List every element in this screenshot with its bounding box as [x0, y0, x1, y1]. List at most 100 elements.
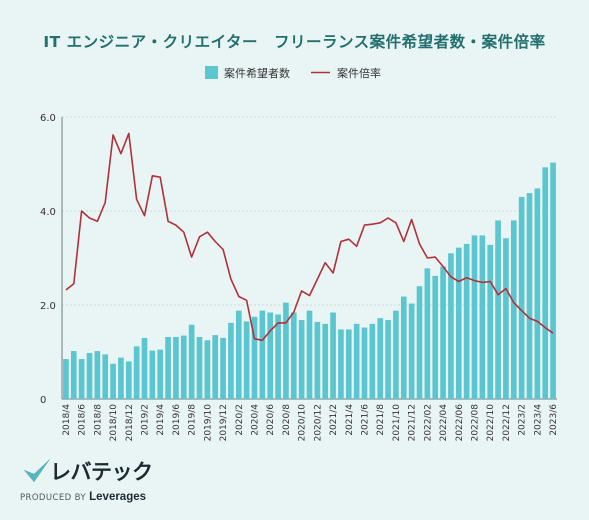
bar [298, 320, 305, 399]
bar [78, 359, 85, 399]
x-tick-label: 2020/8 [282, 404, 292, 436]
bar [118, 357, 124, 399]
bar [353, 323, 360, 399]
brand-logo-text: レバテック [50, 460, 153, 484]
bar [180, 335, 187, 399]
bar [259, 310, 266, 399]
bar [503, 238, 509, 399]
x-tick-label: 2022/04 [439, 404, 449, 442]
x-tick-label: 2019/4 [156, 404, 166, 436]
bar [479, 235, 486, 399]
bar [283, 302, 289, 399]
bar [338, 329, 344, 399]
bar [290, 312, 297, 399]
bar [518, 196, 525, 399]
y-tick-label: 2.0 [40, 301, 56, 312]
x-tick-label: 2022/12 [502, 404, 512, 441]
bar [345, 329, 352, 399]
x-tick-label: 2019/12 [219, 404, 229, 441]
x-tick-label: 2020/4 [251, 404, 261, 436]
x-tick-label: 2018/6 [78, 404, 88, 436]
bar [471, 235, 478, 399]
bar [385, 320, 391, 399]
bar [204, 340, 211, 399]
bar [440, 266, 446, 399]
bar [243, 321, 250, 399]
x-tick-label: 2021/12 [408, 404, 418, 441]
x-tick-label: 2020/10 [298, 404, 308, 442]
x-tick-label: 2021/10 [392, 404, 402, 442]
x-tick-label: 2019/10 [203, 404, 213, 442]
bar [196, 336, 203, 399]
bar [393, 310, 399, 399]
x-tick-label: 2019/6 [172, 404, 182, 436]
x-tick-label: 2019/2 [141, 404, 151, 436]
bar [448, 253, 454, 399]
x-tick-label: 2022/08 [471, 404, 481, 442]
bar [416, 286, 423, 399]
bar [94, 351, 101, 399]
check-logo-icon [24, 459, 50, 482]
bar [173, 336, 179, 399]
bar [235, 310, 242, 399]
x-tick-label: 2023/2 [518, 404, 528, 436]
bar [487, 244, 494, 399]
x-tick-label: 2022/02 [423, 404, 433, 441]
bar [463, 243, 470, 399]
bar [165, 336, 171, 399]
bar [149, 350, 156, 399]
x-tick-label: 2023/4 [533, 404, 543, 436]
x-tick-label: 2022/10 [486, 404, 496, 442]
produced-by-text: PRODUCED BY Leverages [20, 491, 146, 503]
x-tick-label: 2020/6 [266, 404, 276, 436]
legend-label-bar: 案件希望者数 [224, 66, 290, 80]
x-tick-label: 2021/6 [361, 404, 371, 436]
y-tick-label: 4.0 [40, 207, 56, 218]
y-tick-label: 0 [40, 395, 46, 406]
bar [125, 361, 132, 399]
bar [400, 296, 407, 399]
bar [526, 193, 533, 399]
bar [86, 352, 93, 399]
company-name: Leverages [89, 491, 147, 503]
bar [141, 337, 148, 399]
bar [542, 167, 549, 399]
x-tick-label: 2018/8 [93, 404, 103, 436]
chart-title: IT エンジニア・クリエイター フリーランス案件希望者数・案件倍率 [43, 33, 546, 51]
bar [314, 321, 321, 399]
bar [361, 327, 368, 399]
bar [455, 247, 462, 399]
x-tick-label: 2020/12 [313, 404, 323, 441]
x-tick-label: 2020/2 [235, 404, 245, 436]
bar [251, 316, 258, 399]
x-tick-label: 2021/4 [345, 404, 355, 436]
bar [432, 275, 439, 399]
x-tick-label: 2023/6 [549, 404, 559, 436]
bar [377, 318, 384, 399]
bar [306, 310, 313, 399]
bar [157, 349, 164, 399]
x-tick-label: 2018/10 [109, 404, 119, 442]
bar [322, 323, 329, 399]
bar [550, 162, 556, 399]
y-tick-label: 6.0 [40, 113, 56, 124]
bar [275, 314, 281, 399]
legend-swatch-bar [205, 66, 218, 79]
bar [267, 312, 274, 399]
bar [102, 354, 109, 399]
produced-by-label: PRODUCED BY [20, 493, 87, 503]
bar [534, 188, 541, 399]
bar [188, 324, 195, 399]
bar [424, 268, 431, 399]
ratio-line [65, 132, 554, 342]
bar [212, 335, 219, 399]
bar [110, 363, 116, 399]
bar [408, 303, 415, 399]
legend-label-line: 案件倍率 [337, 66, 381, 80]
bar [495, 220, 501, 399]
x-tick-label: 2018/4 [62, 404, 72, 436]
bar [330, 312, 336, 399]
bar [70, 351, 77, 399]
x-tick-label: 2022/06 [455, 404, 465, 442]
